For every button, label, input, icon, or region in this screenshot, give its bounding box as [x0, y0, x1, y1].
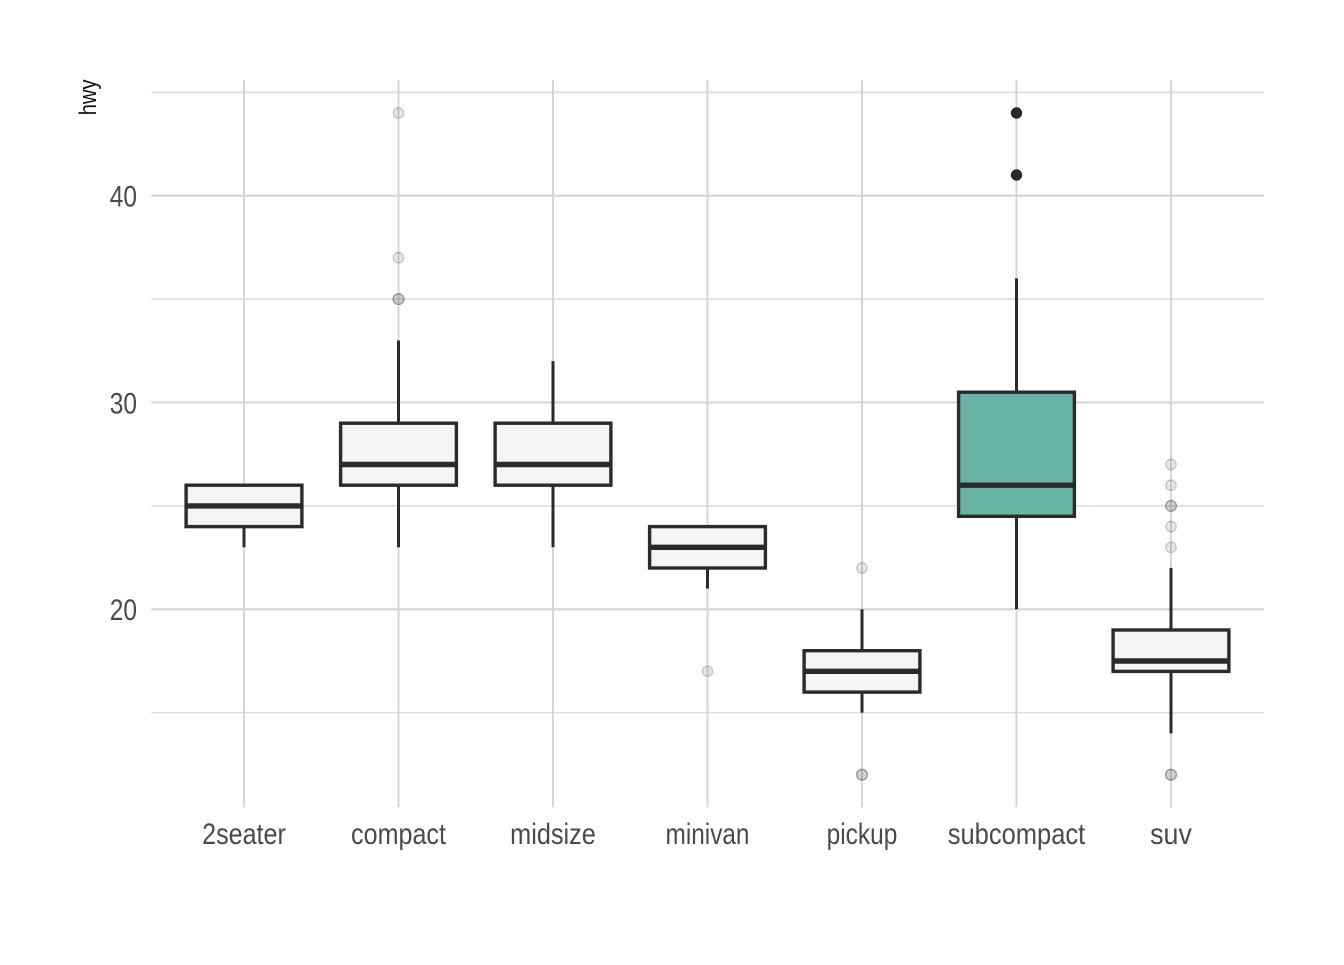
svg-text:20: 20: [110, 594, 137, 627]
svg-text:suv: suv: [1150, 818, 1192, 851]
svg-text:hwy: hwy: [75, 79, 102, 115]
svg-text:40: 40: [110, 181, 137, 214]
svg-text:2seater: 2seater: [202, 818, 286, 851]
svg-text:30: 30: [110, 387, 137, 420]
svg-text:pickup: pickup: [827, 818, 898, 851]
svg-text:midsize: midsize: [510, 818, 596, 851]
svg-text:subcompact: subcompact: [948, 818, 1086, 851]
svg-text:compact: compact: [351, 818, 446, 851]
svg-text:minivan: minivan: [666, 818, 750, 851]
